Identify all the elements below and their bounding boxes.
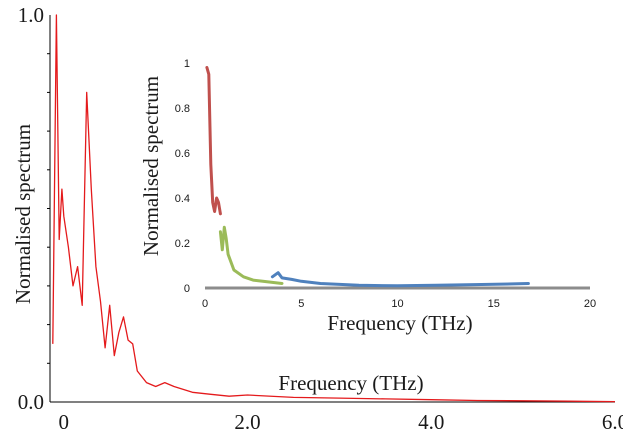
main-chart: 0 2.0 4.0 6.0 0.0 1.0 Frequency (THz) Normal… bbox=[11, 3, 623, 433]
main-axes bbox=[47, 15, 615, 403]
main-y-tick-labels: 0.0 1.0 bbox=[18, 3, 44, 414]
main-series-line-0 bbox=[52, 14, 616, 403]
main-x-tick-label: 0 bbox=[59, 410, 70, 433]
main-x-axis-label: Frequency (THz) bbox=[278, 371, 423, 395]
inset-x-tick-label: 15 bbox=[488, 298, 500, 310]
inset-y-tick-label: 0.6 bbox=[175, 148, 190, 160]
inset-x-tick-labels: 0 5 10 15 20 bbox=[202, 298, 596, 310]
main-series-group bbox=[52, 14, 616, 403]
inset-y-tick-label: 0 bbox=[184, 283, 190, 295]
inset-axes bbox=[163, 51, 608, 311]
inset-series-group bbox=[205, 66, 530, 288]
inset-x-tick-label: 10 bbox=[391, 298, 403, 310]
inset-series-line-2 bbox=[270, 271, 530, 288]
inset-x-axis-label: Frequency (THz) bbox=[327, 311, 472, 335]
inset-series-line-1 bbox=[218, 225, 284, 285]
inset-x-tick-label: 5 bbox=[298, 298, 304, 310]
inset-chart: 0 5 10 15 20 00.20.40.60.81 Frequency (THz) … bbox=[139, 51, 608, 335]
inset-y-tick-label: 0.2 bbox=[175, 238, 190, 250]
inset-x-tick-label: 20 bbox=[584, 298, 596, 310]
inset-series-line-0 bbox=[205, 66, 222, 216]
main-x-tick-label: 2.0 bbox=[234, 410, 260, 433]
main-y-tick-label: 0.0 bbox=[18, 390, 44, 414]
inset-y-tick-label: 1 bbox=[184, 58, 190, 70]
inset-y-axis-label: Normalised spectrum bbox=[139, 76, 163, 256]
inset-y-tick-labels: 0 0.2 0.4 0.6 0.8 1 bbox=[175, 58, 190, 295]
inset-x-tick-label: 0 bbox=[202, 298, 208, 310]
main-x-tick-labels: 0 2.0 4.0 6.0 bbox=[59, 410, 623, 433]
inset-y-tick-label: 0.4 bbox=[175, 193, 190, 205]
inset-y-tick-label: 0.8 bbox=[175, 103, 190, 115]
main-y-tick-label: 1.0 bbox=[18, 3, 44, 27]
main-x-tick-label: 4.0 bbox=[418, 410, 444, 433]
main-y-axis-label: Normalised spectrum bbox=[11, 124, 35, 304]
main-x-tick-label: 6.0 bbox=[602, 410, 623, 433]
inset-background bbox=[163, 51, 608, 311]
